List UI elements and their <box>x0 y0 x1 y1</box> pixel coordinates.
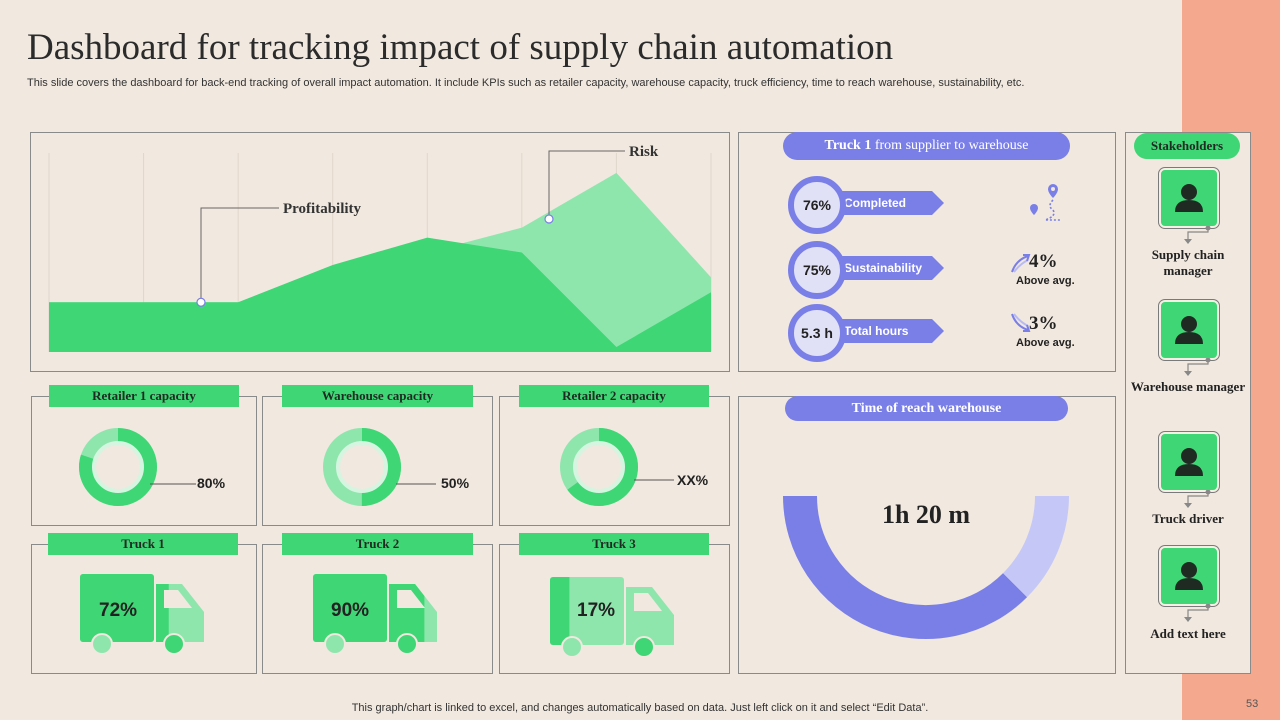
gauge-filled-arc <box>783 495 1028 639</box>
decline-arrow-icon <box>1011 313 1031 332</box>
stakeholder-label: Warehouse manager <box>1130 379 1246 394</box>
truck-wheel <box>561 636 583 658</box>
leader-line-2 <box>396 483 436 485</box>
stakeholders-title: Stakeholders <box>1134 133 1240 159</box>
truck-title-2: Truck 2 <box>282 533 473 555</box>
risk-marker <box>544 214 554 224</box>
stakeholder-avatar[interactable] <box>1159 432 1219 492</box>
truck-fill-level <box>80 574 169 642</box>
kpi-label-completed: Completed <box>834 191 944 215</box>
kpi-label-sustainability: Sustainability <box>834 256 944 280</box>
person-icon <box>1175 448 1203 476</box>
truck-window <box>397 590 425 608</box>
donut-fill-segment <box>323 428 401 506</box>
connector-arrow <box>1184 490 1211 508</box>
donut-hole <box>581 449 617 485</box>
truck-title-3: Truck 3 <box>519 533 709 555</box>
capacity-title-3: Retailer 2 capacity <box>519 385 709 407</box>
truck-value-2: 90% <box>331 600 370 621</box>
truck-wheel <box>91 633 113 655</box>
page-number: 53 <box>1246 698 1259 710</box>
footer-note: This graph/chart is linked to excel, and… <box>351 702 929 714</box>
kpi-circle-total-hours: 5.3 h <box>788 304 846 362</box>
person-icon <box>1175 316 1203 344</box>
stakeholder-avatar[interactable] <box>1159 300 1219 360</box>
person-icon <box>1175 184 1203 212</box>
connector-arrow <box>1184 604 1211 622</box>
profitability-callout-line <box>200 207 279 303</box>
truck-route-title-rest: from supplier to warehouse <box>871 138 1029 153</box>
capacity-donut-3[interactable] <box>559 427 639 507</box>
donut-fill-segment <box>560 428 638 506</box>
truck-fill-level <box>550 577 570 645</box>
donut-inner-ring <box>573 441 625 493</box>
kpi-circle-completed: 76% <box>788 176 846 234</box>
donut-inner-ring <box>336 441 388 493</box>
truck-wheel <box>324 633 346 655</box>
route-pin-icon <box>1030 184 1061 221</box>
stakeholder-avatar[interactable] <box>1159 546 1219 606</box>
kpi-label-total-hours: Total hours <box>834 319 944 343</box>
profitability-label: Profitability <box>283 201 362 217</box>
time-reach-gauge[interactable] <box>760 470 1092 650</box>
gauge-remaining-arc <box>1002 495 1069 598</box>
truck-wheel <box>633 636 655 658</box>
page-subtitle: This slide covers the dashboard for back… <box>27 77 1025 89</box>
truck-icon-2 <box>313 574 437 655</box>
donut-fill-segment <box>79 428 157 506</box>
change-note-1: Above avg. <box>1016 275 1075 287</box>
capacity-value-3: XX% <box>677 472 709 488</box>
growth-arrow-icon <box>1011 254 1031 273</box>
truck-title-1: Truck 1 <box>48 533 238 555</box>
connector-arrow <box>1184 358 1211 376</box>
truck-wheel <box>396 633 418 655</box>
truck-value-3: 17% <box>577 600 616 621</box>
donut-hole <box>344 449 380 485</box>
truck-route-title-bold: Truck 1 <box>824 138 872 153</box>
truck-value-1: 72% <box>99 600 138 621</box>
capacity-value-2: 50% <box>441 475 470 491</box>
profitability-area-series <box>49 237 711 352</box>
profitability-marker <box>196 297 206 307</box>
leader-line-3 <box>634 479 674 481</box>
kpi-circle-sustainability: 75% <box>788 241 846 299</box>
capacity-title-2: Warehouse capacity <box>282 385 473 407</box>
person-icon <box>1175 562 1203 590</box>
capacity-donut-2[interactable] <box>322 427 402 507</box>
truck-window <box>634 593 662 611</box>
truck-route-title: Truck 1 from supplier to warehouse <box>783 132 1070 160</box>
stakeholder-label: Add text here <box>1150 626 1226 641</box>
risk-label: Risk <box>629 144 659 160</box>
connector-arrow <box>1184 226 1211 244</box>
change-value-2: 3% <box>1029 313 1058 334</box>
change-note-2: Above avg. <box>1016 337 1075 349</box>
stakeholder-label: Truck driver <box>1152 511 1224 526</box>
donut-inner-ring <box>92 441 144 493</box>
stakeholder-avatar[interactable] <box>1159 168 1219 228</box>
time-reach-title: Time of reach warehouse <box>785 396 1068 421</box>
truck-icon-1 <box>80 574 204 655</box>
donut-hole <box>100 449 136 485</box>
stakeholder-label: Supply chain manager <box>1151 247 1225 278</box>
capacity-title-1: Retailer 1 capacity <box>49 385 239 407</box>
change-value-1: 4% <box>1029 251 1058 272</box>
area-chart[interactable]: Profitability Risk <box>31 133 729 371</box>
area-chart-panel: Profitability Risk <box>30 132 730 372</box>
truck-icon-3 <box>550 577 674 658</box>
truck-wheel <box>163 633 185 655</box>
risk-callout-line <box>548 150 625 219</box>
truck-window <box>164 590 192 608</box>
capacity-donut-1[interactable] <box>78 427 158 507</box>
capacity-value-1: 80% <box>197 475 226 491</box>
time-reach-value: 1h 20 m <box>881 500 971 529</box>
page-title: Dashboard for tracking impact of supply … <box>27 27 894 68</box>
leader-line-1 <box>150 483 196 485</box>
